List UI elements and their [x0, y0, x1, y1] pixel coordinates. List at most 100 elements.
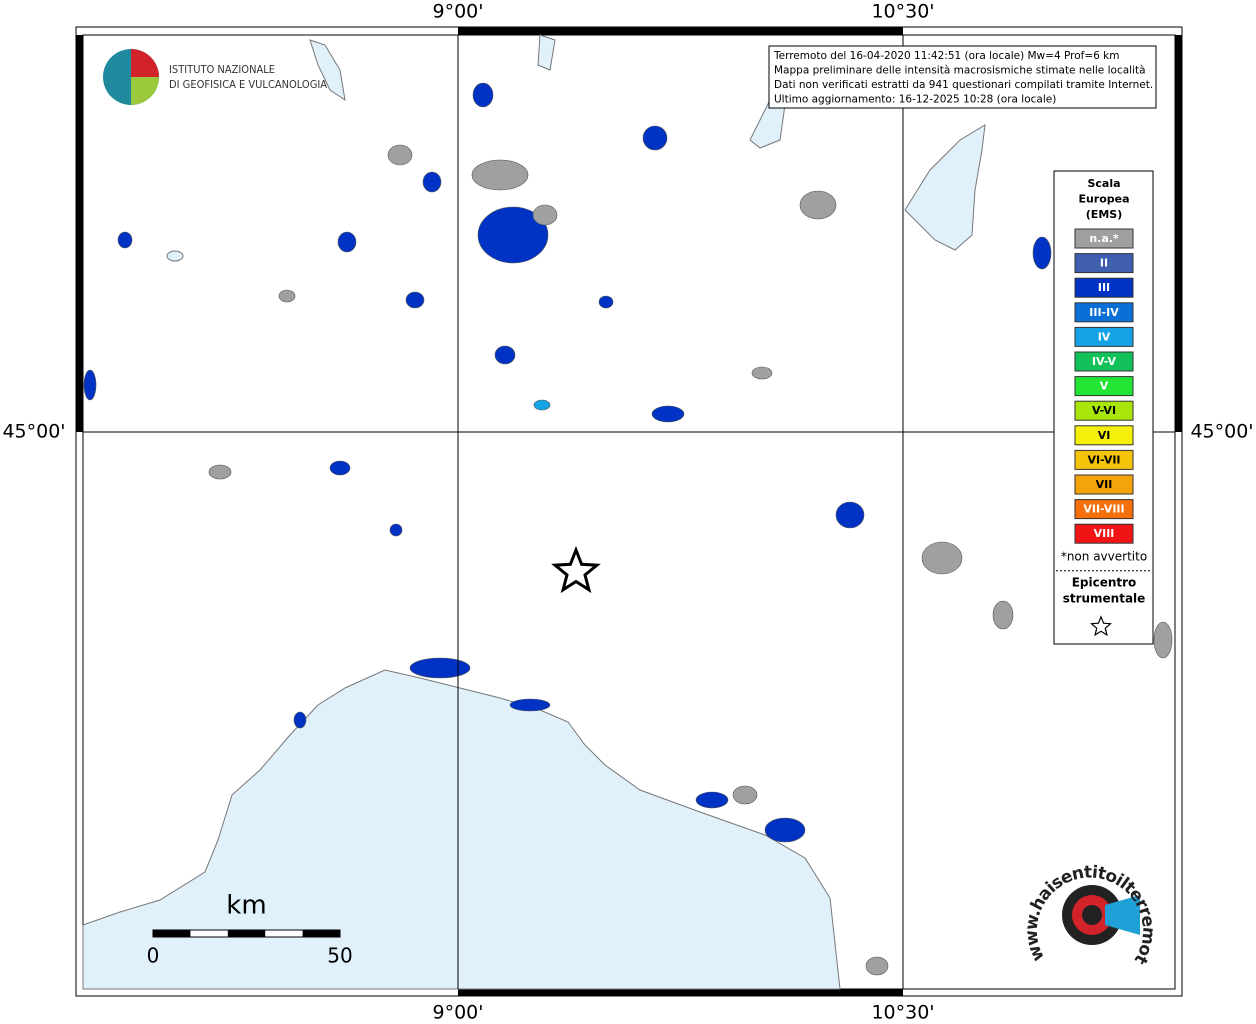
lake: [904, 124, 986, 251]
town: [472, 82, 494, 108]
town: [835, 501, 865, 529]
town: [1153, 621, 1173, 659]
legend-label: VI-VII: [1087, 453, 1120, 466]
scale-bar-segment: [227, 930, 266, 937]
legend-title: Europea: [1078, 193, 1129, 206]
legend-swatch: [1074, 351, 1134, 372]
legend-epicenter-title: strumentale: [1063, 591, 1146, 605]
legend-swatch: [1074, 376, 1134, 397]
town: [642, 125, 668, 151]
legend-swatch: [1074, 449, 1134, 470]
epicenter: [551, 545, 601, 594]
info-line: Ultimo aggiornamento: 16-12-2025 10:28 (…: [774, 94, 1056, 106]
frame-band: [1175, 35, 1182, 432]
legend-label: VII: [1096, 478, 1113, 491]
logo-text: ISTITUTO NAZIONALE: [169, 63, 275, 76]
legend-label: n.a.*: [1089, 232, 1119, 245]
lake: [309, 39, 346, 102]
legend-label: II: [1100, 257, 1108, 270]
town: [1032, 236, 1052, 270]
town: [208, 464, 232, 480]
scale-bar-label: 0: [147, 944, 160, 968]
town: [337, 231, 357, 253]
legend-label: VII-VIII: [1083, 503, 1124, 516]
logo-sector: [131, 49, 159, 77]
town: [477, 206, 549, 264]
town: [117, 231, 133, 249]
town: [387, 144, 413, 166]
scale-bar-unit: km: [226, 891, 266, 921]
scale-bar-segment: [153, 930, 191, 937]
info-lines: Terremoto del 16-04-2020 11:42:51 (ora l…: [773, 50, 1153, 106]
town: [799, 190, 837, 220]
town: [598, 295, 614, 309]
legend-epicenter-symbol: [1090, 615, 1112, 637]
logo-ring: [1082, 905, 1102, 925]
town: [751, 366, 773, 380]
town: [651, 405, 685, 423]
town: [921, 541, 963, 575]
town: [732, 785, 758, 805]
info-line: Mappa preliminare delle intensità macros…: [774, 65, 1146, 77]
town: [533, 399, 551, 411]
legend-note: *non avvertito: [1061, 549, 1147, 563]
logo-text: DI GEOFISICA E VULCANOLOGIA: [169, 78, 327, 91]
legend-label: V: [1100, 380, 1109, 393]
town: [278, 289, 296, 303]
lon-label: 10°30': [871, 1, 934, 23]
legend-title: (EMS): [1086, 208, 1122, 221]
legend-swatch: [1074, 228, 1134, 249]
town: [992, 600, 1014, 630]
legend-swatch: [1074, 425, 1134, 446]
legend-title: Scala: [1087, 177, 1120, 190]
town: [389, 523, 403, 537]
town: [293, 711, 307, 729]
town: [422, 171, 442, 193]
legend-swatch: [1074, 302, 1134, 323]
legend-label: III-IV: [1089, 306, 1119, 319]
town: [764, 817, 806, 843]
legend-swatch: [1074, 499, 1134, 520]
lake: [166, 250, 184, 262]
legend-swatch: [1074, 400, 1134, 421]
info-line: Terremoto del 16-04-2020 11:42:51 (ora l…: [773, 50, 1119, 62]
town: [509, 698, 551, 712]
legend: ScalaEuropea(EMS)n.a.*IIIIIIII-IVIVIV-VV…: [1056, 177, 1151, 637]
lon-label: 9°00': [433, 1, 484, 23]
info-line: Dati non verificati estratti da 941 ques…: [774, 79, 1153, 91]
logo-sector: [131, 77, 159, 105]
towns: [83, 82, 1173, 976]
town: [409, 657, 471, 679]
legend-swatch: [1074, 523, 1134, 544]
town: [494, 345, 516, 365]
lon-label: 9°00': [433, 1002, 484, 1024]
legend-label: VI: [1098, 429, 1111, 442]
scale-bar: km 0 50: [147, 891, 353, 968]
frame-band: [458, 989, 903, 996]
legend-label: III: [1098, 281, 1110, 294]
lake: [537, 34, 556, 71]
town: [471, 159, 529, 191]
ingv-logo: ISTITUTO NAZIONALE DI GEOFISICA E VULCAN…: [103, 49, 327, 105]
lat-label: 45°00': [2, 421, 65, 443]
frame-band: [458, 27, 903, 35]
legend-epicenter-title: Epicentro: [1072, 575, 1137, 589]
scale-bar-label: 50: [327, 944, 352, 968]
town: [865, 956, 889, 976]
legend-label: V-VI: [1092, 404, 1116, 417]
town: [405, 291, 425, 309]
legend-label: IV-V: [1092, 355, 1117, 368]
legend-swatch: [1074, 277, 1134, 298]
town: [83, 369, 97, 401]
info-box: [768, 45, 1157, 109]
legend-label: VIII: [1094, 527, 1115, 540]
town: [329, 460, 351, 476]
legend-swatch: [1074, 474, 1134, 495]
frame-band: [76, 35, 83, 432]
scale-bar-segment: [302, 930, 340, 937]
legend-swatch: [1074, 326, 1134, 347]
sea: [82, 669, 841, 990]
town: [532, 204, 558, 226]
